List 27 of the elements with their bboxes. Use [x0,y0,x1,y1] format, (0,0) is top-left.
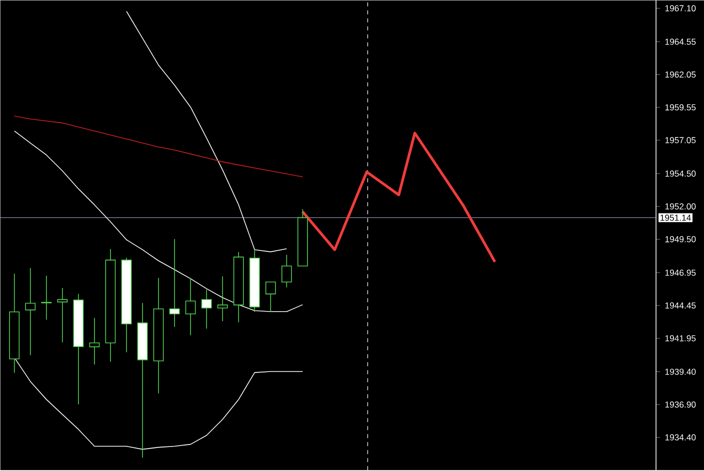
y-tick-label: 1936.90 [665,402,696,408]
candlestick [25,268,36,356]
y-tick-label: 1954.50 [665,170,696,177]
y-tick-label: 1946.95 [665,270,696,276]
candlestick [57,288,68,343]
y-tick-label: 1939.40 [665,368,696,376]
candlestick [217,276,228,322]
y-tick-label: 1944.45 [665,302,696,309]
candlestick [265,282,276,313]
candlestick [281,254,292,288]
y-tick-label: 1949.50 [665,236,696,242]
line-series [301,132,496,264]
y-tick-label: 1959.55 [665,104,696,111]
candlestick [89,318,100,366]
candlestick [185,278,196,336]
line-series [126,11,288,252]
y-tick-label: 1962.05 [665,72,696,78]
ref-line-label: 1951.14 [660,214,691,221]
y-tick-label: 1934.40 [665,434,696,441]
candlestick [41,276,52,320]
y-tick-label: 1957.05 [665,137,696,144]
y-tick-label: 1967.10 [665,5,696,12]
y-tick-label: 1964.55 [665,38,696,46]
y-tick-label: 1952.00 [665,204,696,210]
line-series [14,130,304,312]
y-tick-label: 1941.95 [665,335,696,342]
line-series [14,116,304,178]
